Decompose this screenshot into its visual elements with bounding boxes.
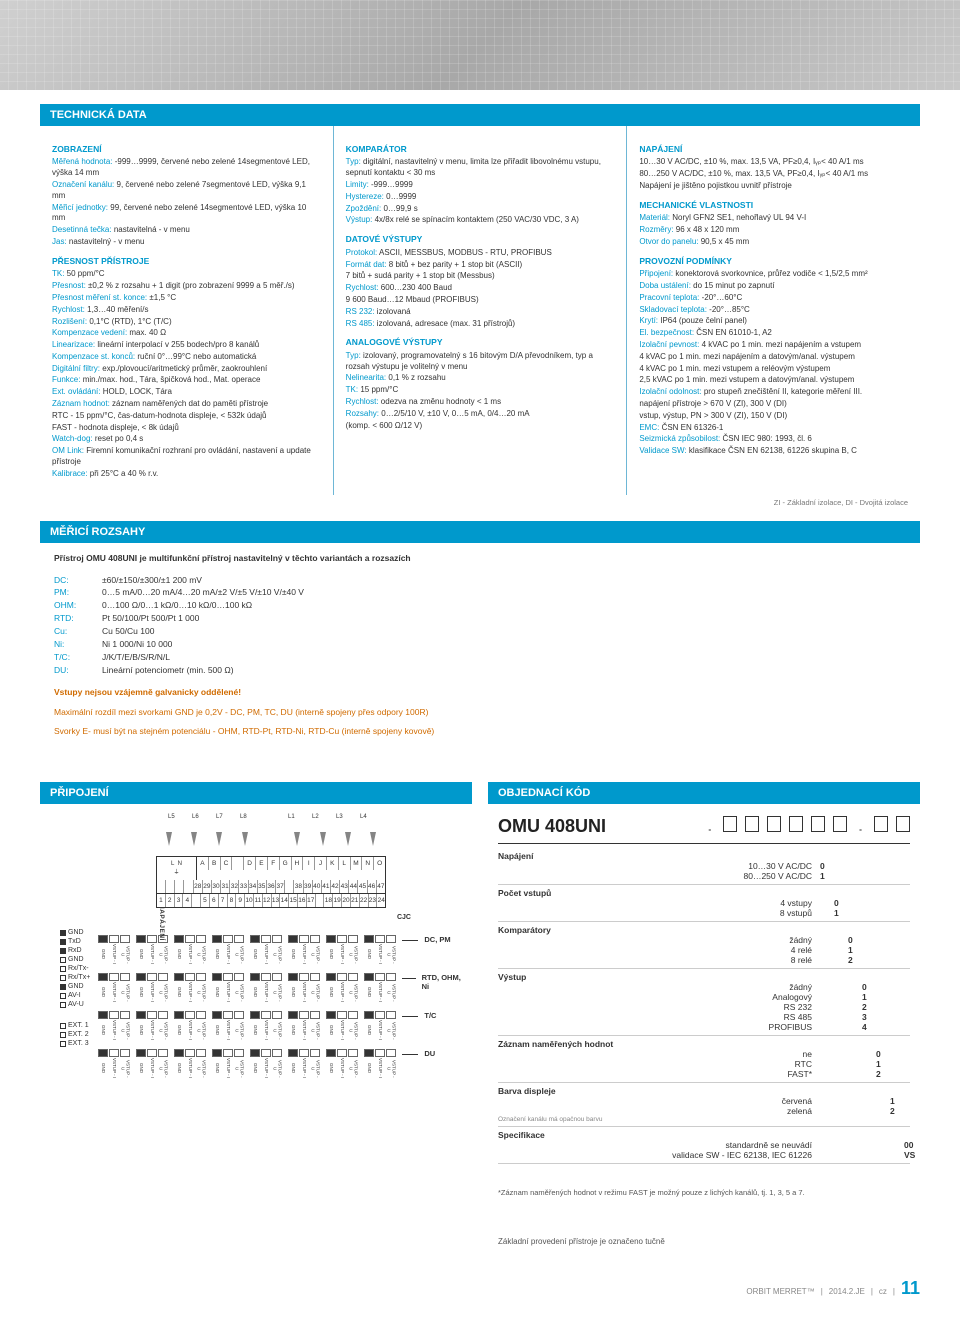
section-ranges: MĚŘICÍ ROZSAHY	[40, 521, 920, 543]
range-row: DC:±60/±150/±300/±1 200 mV	[54, 575, 906, 587]
section-order-code: OBJEDNACÍ KÓD	[488, 782, 920, 804]
terminal-row: GNDVSTUP - IVSTUP - UGNDVSTUP - IVSTUP -…	[98, 1011, 462, 1043]
footer-lang: cz	[879, 1287, 887, 1296]
tech-col-power: NAPÁJENÍ 10…30 V AC/DC, ±10 %, max. 13,5…	[626, 126, 920, 495]
order-row: Výstupžádný0Analogový1RS 2322RS 4853PROF…	[498, 969, 910, 1036]
subhead-presnost: PŘESNOST PŘÍSTROJE	[52, 256, 321, 267]
order-row: Barva displeječervená1zelená2Označení ka…	[498, 1083, 910, 1127]
ranges-warning-2: Maximální rozdíl mezi svorkami GND je 0,…	[54, 707, 906, 719]
order-code-box: OMU 408UNI - - Napájení10…30 V AC/DC080……	[488, 804, 920, 1258]
terminal-row: GNDVSTUP - IVSTUP - UGNDVSTUP - IVSTUP -…	[98, 973, 462, 1005]
cjc-label: CJC	[131, 914, 411, 921]
range-row: RTD:Pt 50/100/Pt 500/Pt 1 000	[54, 613, 906, 625]
code-slot	[745, 816, 759, 832]
order-row: Záznam naměřených hodnotne0RTC1FAST*2	[498, 1036, 910, 1083]
range-row: PM:0…5 mA/0…20 mA/4…20 mA/±2 V/±5 V/±10 …	[54, 587, 906, 599]
ranges-warning-3: Svorky E- musí být na stejném potenciálu…	[54, 726, 906, 738]
code-slot	[767, 816, 781, 832]
range-row: T/C:J/K/T/E/B/S/R/N/L	[54, 652, 906, 664]
order-row: Komparátoryžádný04 relé18 relé2	[498, 922, 910, 969]
range-row: OHM:0…100 Ω/0…1 kΩ/0…10 kΩ/0…100 kΩ	[54, 600, 906, 612]
code-slot	[811, 816, 825, 832]
isolation-footnote: ZI - Základní izolace, DI - Dvojitá izol…	[40, 495, 920, 507]
code-slot	[833, 816, 847, 832]
subhead-zobrazeni: ZOBRAZENÍ	[52, 144, 321, 155]
terminal-block: L N⏚ ABCDEFGHIJKLMNO 2829303132333435363…	[156, 856, 386, 908]
code-slot	[896, 816, 910, 832]
code-slot	[789, 816, 803, 832]
footer-version: 2014.2.JE	[829, 1287, 865, 1296]
page-number: 11	[901, 1278, 920, 1299]
order-model: OMU 408UNI	[498, 816, 606, 837]
order-row: Počet vstupů4 vstupy08 vstupů1	[498, 885, 910, 922]
range-row: Ni:Ni 1 000/Ni 10 000	[54, 639, 906, 651]
order-row: Specifikacestandardně se neuvádí00valida…	[498, 1127, 910, 1164]
ranges-title: Přístroj OMU 408UNI je multifunkční přís…	[54, 553, 906, 565]
tech-columns: ZOBRAZENÍ Měřená hodnota: -999…9999, čer…	[40, 126, 920, 495]
ranges-body: Přístroj OMU 408UNI je multifunkční přís…	[40, 543, 920, 755]
code-slot	[874, 816, 888, 832]
order-footnote: *Záznam naměřených hodnot v režimu FAST …	[498, 1188, 910, 1197]
order-bottom-note: Základní provedení přístroje je označeno…	[498, 1237, 910, 1246]
section-technical-data: TECHNICKÁ DATA	[40, 104, 920, 126]
range-row: DU:Lineární potenciometr (min. 500 Ω)	[54, 665, 906, 677]
power-vertical-label: NAPÁJENÍ	[158, 904, 165, 941]
range-row: Cu:Cu 50/Cu 100	[54, 626, 906, 638]
section-connection: PŘIPOJENÍ	[40, 782, 472, 804]
side-pin-labels: GNDTxDRxDGNDRx/Tx-Rx/Tx+GNDAV-IAV-U EXT.…	[60, 929, 90, 1087]
page-footer: ORBIT MERRET™ | 2014.2.JE | cz | 11	[0, 1258, 960, 1309]
tech-col-comparator: KOMPARÁTOR Typ: digitální, nastavitelný …	[333, 126, 627, 495]
header-circuit-pattern	[0, 0, 960, 90]
footer-brand: ORBIT MERRET™	[746, 1287, 814, 1296]
terminal-row: GNDVSTUP - IVSTUP - UGNDVSTUP - IVSTUP -…	[98, 1049, 462, 1081]
terminal-row: GNDVSTUP - IVSTUP - UGNDVSTUP - IVSTUP -…	[98, 935, 462, 967]
relay-arrows-icon	[156, 820, 386, 846]
order-row: Napájení10…30 V AC/DC080…250 V AC/DC1	[498, 848, 910, 885]
ranges-warning-1: Vstupy nejsou vzájemně galvanicky odděle…	[54, 687, 906, 699]
code-slot	[723, 816, 737, 832]
tech-col-display: ZOBRAZENÍ Měřená hodnota: -999…9999, čer…	[40, 126, 333, 495]
connection-diagram: NAPÁJENÍ L5L6L7L8L1L2L3L4 L N⏚	[40, 804, 472, 1234]
